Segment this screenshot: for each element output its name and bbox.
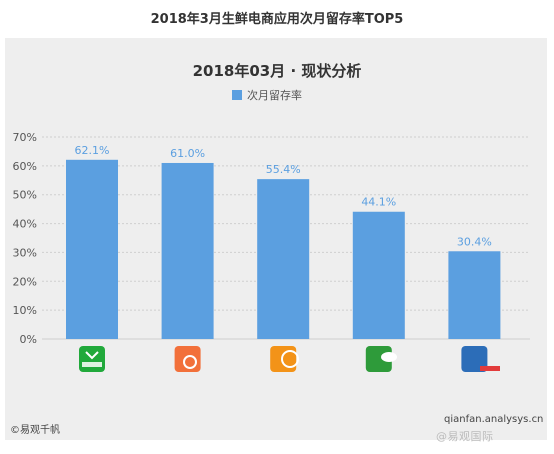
data-label: 61.0% — [170, 147, 205, 160]
chart-title: 2018年03月 · 现状分析 — [192, 62, 362, 80]
legend-swatch — [232, 90, 242, 100]
y-tick-label: 10% — [13, 304, 37, 317]
data-label: 55.4% — [266, 163, 301, 176]
app-icon-1-mark — [85, 351, 99, 360]
bar — [161, 162, 214, 339]
y-tick-label: 20% — [13, 275, 37, 288]
bar — [66, 159, 118, 339]
y-tick-label: 50% — [13, 189, 37, 202]
source-right: qianfan.analysys.cn — [444, 414, 544, 425]
data-label: 30.4% — [457, 235, 492, 248]
bar — [257, 179, 310, 339]
page-title: 2018年3月生鲜电商应用次月留存率TOP5 — [150, 12, 404, 27]
legend-label: 次月留存率 — [247, 89, 302, 102]
app-icon-5-band — [480, 366, 500, 371]
watermark: @易观国际 — [436, 430, 494, 443]
y-tick-label: 30% — [13, 246, 37, 259]
legend: 次月留存率 — [232, 88, 302, 102]
app-icon-3 — [270, 346, 297, 372]
app-icon-5 — [461, 346, 488, 372]
data-label: 62.1% — [75, 144, 110, 157]
app-icon-1-band — [82, 362, 102, 367]
y-tick-label: 0% — [20, 333, 37, 346]
app-icon-4-mark — [381, 352, 397, 362]
bar — [448, 251, 501, 339]
app-icon-4 — [365, 346, 392, 372]
app-icon-2-mark — [183, 355, 197, 369]
bar — [352, 211, 405, 339]
y-tick-label: 70% — [13, 131, 37, 144]
data-label: 44.1% — [361, 196, 396, 209]
y-tick-label: 60% — [13, 160, 37, 173]
y-tick-label: 40% — [13, 218, 37, 231]
app-icon-3-mark — [281, 350, 299, 368]
source-left: ©易观千帆 — [10, 425, 60, 436]
